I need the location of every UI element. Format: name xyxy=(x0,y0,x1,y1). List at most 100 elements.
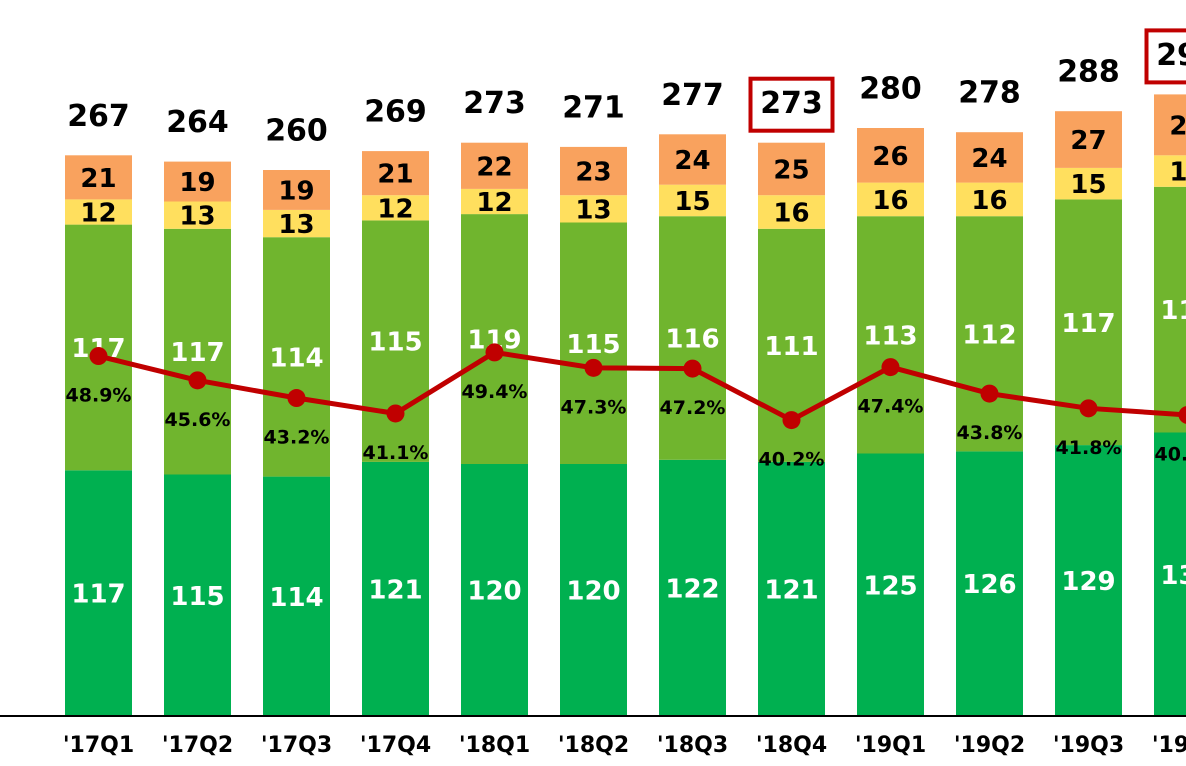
highlight-box xyxy=(1144,28,1186,85)
segment-label: 115 xyxy=(368,328,422,358)
line-point xyxy=(188,371,207,390)
segment-label: 117 xyxy=(1160,296,1186,326)
bar-segment xyxy=(461,188,528,215)
x-tick-label: '19Q1 xyxy=(855,733,926,758)
bar-segment xyxy=(362,151,429,196)
segment-label: 126 xyxy=(962,570,1016,600)
segment-label: 117 xyxy=(71,580,125,610)
segment-label: 24 xyxy=(674,146,710,176)
bar-segment xyxy=(461,214,528,464)
line-point xyxy=(782,411,801,430)
segment-label: 25 xyxy=(773,155,809,185)
x-tick-label: '19Q4 xyxy=(1152,733,1186,758)
line-label: 47.4% xyxy=(858,396,924,418)
highlight-box xyxy=(748,76,835,133)
x-tick-label: '17Q3 xyxy=(261,733,332,758)
segment-label: 16 xyxy=(971,186,1007,216)
segment-label: 12 xyxy=(377,194,413,224)
bar-segment xyxy=(362,195,429,221)
bar-segment xyxy=(65,199,132,225)
x-tick-label: '18Q4 xyxy=(756,733,827,758)
x-tick-label: '18Q3 xyxy=(657,733,728,758)
segment-label: 120 xyxy=(467,577,521,607)
line-label: 47.2% xyxy=(660,397,726,419)
bar-segment xyxy=(956,216,1023,452)
bar-segment xyxy=(263,237,330,477)
line-point xyxy=(881,358,900,377)
line-point xyxy=(89,347,108,366)
segment-label: 117 xyxy=(170,338,224,368)
line xyxy=(97,349,1186,423)
segment-label: 15 xyxy=(1169,158,1186,188)
segment-label: 23 xyxy=(575,158,611,188)
line-label: 43.8% xyxy=(957,422,1023,444)
line-point xyxy=(287,389,306,408)
bar-segment xyxy=(560,195,627,223)
segment-label: 125 xyxy=(863,571,917,601)
total-label: 271 xyxy=(562,90,625,125)
bar-segment xyxy=(1154,186,1186,433)
segment-label: 121 xyxy=(368,575,422,605)
line-point xyxy=(485,343,504,362)
bar-segment xyxy=(758,142,825,196)
bar-segment xyxy=(857,128,924,183)
bar-segment xyxy=(164,474,231,716)
bar-segment xyxy=(659,184,726,217)
segment-label: 12 xyxy=(80,199,116,229)
line-label: 48.9% xyxy=(66,385,132,407)
total-label: 260 xyxy=(265,114,328,149)
bar-segment xyxy=(956,132,1023,183)
segment-label: 12 xyxy=(476,188,512,218)
bar-segment xyxy=(857,453,924,716)
segment-label: 22 xyxy=(476,152,512,182)
segment-label: 19 xyxy=(278,176,314,206)
total-label: 277 xyxy=(661,78,724,113)
segment-label: 16 xyxy=(773,199,809,229)
segment-label: 27 xyxy=(1070,126,1106,156)
segment-label: 13 xyxy=(179,202,215,232)
bar-segment xyxy=(263,209,330,238)
x-tick-label: '17Q2 xyxy=(162,733,233,758)
bar-segment xyxy=(560,464,627,716)
segment-label: 15 xyxy=(1070,170,1106,200)
total-label: 264 xyxy=(166,105,229,140)
segment-label: 21 xyxy=(377,160,413,190)
segment-label: 26 xyxy=(872,142,908,172)
bar-segment xyxy=(1154,155,1186,187)
bar-segment xyxy=(758,461,825,716)
bar-segment xyxy=(956,451,1023,716)
segment-label: 120 xyxy=(566,577,620,607)
bar-segment xyxy=(659,216,726,460)
bar-segment xyxy=(65,470,132,716)
line-label: 47.3% xyxy=(561,396,627,418)
x-tick-label: '17Q1 xyxy=(63,733,134,758)
line-label: 40.9% xyxy=(1155,443,1186,465)
segment-label: 122 xyxy=(665,574,719,604)
segment-label: 116 xyxy=(665,325,719,355)
segment-label: 19 xyxy=(179,168,215,198)
line-label: 45.6% xyxy=(165,409,231,431)
segment-label: 117 xyxy=(1061,309,1115,339)
bar-segment xyxy=(1055,111,1122,168)
total-label: 269 xyxy=(364,95,427,130)
bar-segment xyxy=(758,195,825,229)
bar-segment xyxy=(659,134,726,185)
bar-segment xyxy=(164,201,231,229)
bar-segment xyxy=(659,459,726,716)
segment-label: 15 xyxy=(674,187,710,217)
line-label: 40.2% xyxy=(759,449,825,471)
total-label: 280 xyxy=(859,72,922,107)
line-point xyxy=(1178,406,1186,424)
x-tick-label: '18Q1 xyxy=(459,733,530,758)
x-tick-label: '17Q4 xyxy=(360,733,431,758)
bar-segment xyxy=(560,222,627,464)
total-label: 296 xyxy=(1156,38,1186,73)
segment-label: 114 xyxy=(269,583,323,613)
segment-label: 135 xyxy=(1160,561,1186,591)
total-label: 273 xyxy=(760,86,823,121)
bar-segment xyxy=(1055,167,1122,200)
segment-label: 21 xyxy=(80,164,116,194)
line-label: 41.8% xyxy=(1056,437,1122,459)
bar-segment xyxy=(461,464,528,716)
